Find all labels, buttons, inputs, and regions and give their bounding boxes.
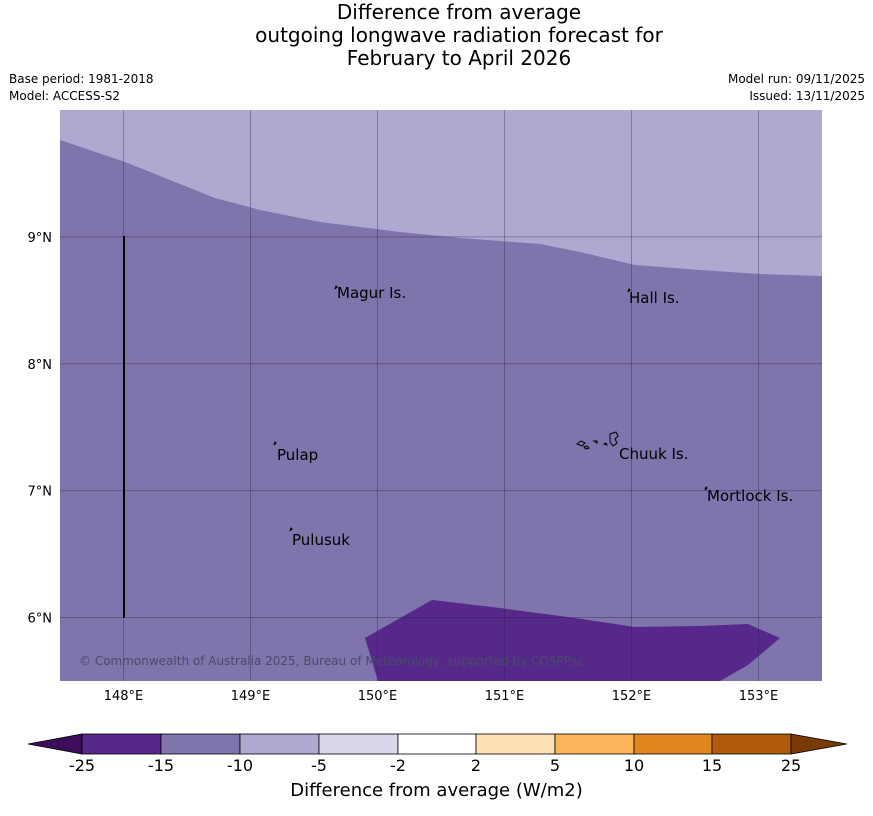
- island-icon: [334, 285, 338, 290]
- colorbar-label: Difference from average (W/m2): [290, 780, 583, 801]
- island-icon: [273, 441, 277, 446]
- band-minus15-minus10: [60, 140, 822, 681]
- colorbar-segment: [239, 733, 320, 755]
- colorbar-segment: [397, 733, 477, 755]
- places-layer: Magur Is. Hall Is. Pulap Chuuk Is. Mortlock …: [273, 284, 793, 549]
- model-name: Model: ACCESS-S2: [9, 89, 121, 103]
- lon-tick-label: 148°E: [104, 689, 144, 704]
- lat-tick-label: 8°N: [28, 358, 53, 373]
- island-icon: [704, 486, 708, 491]
- colorbar-extend-high: [790, 733, 848, 755]
- copyright-note: © Commonwealth of Australia 2025, Bureau…: [79, 654, 584, 668]
- lon-tick-label: 150°E: [358, 689, 398, 704]
- colorbar-tick-label: -10: [226, 756, 254, 775]
- colorbar: [27, 733, 848, 755]
- colorbar-tick-label: -25: [68, 756, 96, 775]
- colorbar-segment: [554, 733, 635, 755]
- colorbar-segment: [711, 733, 792, 755]
- colorbar-segment: [160, 733, 241, 755]
- colorbar-tick-label: 15: [701, 756, 723, 775]
- lat-tick-label: 7°N: [28, 485, 53, 500]
- lon-tick-label: 151°E: [485, 689, 525, 704]
- lat-tick-label: 9°N: [28, 231, 53, 246]
- lon-tick-label: 149°E: [231, 689, 271, 704]
- island-icon: [627, 288, 631, 293]
- colorbar-extend-low: [27, 733, 83, 755]
- place-label: Pulap: [277, 446, 318, 464]
- place-label: Magur Is.: [337, 284, 406, 302]
- colorbar-segment: [318, 733, 399, 755]
- colorbar-segment: [81, 733, 162, 755]
- colorbar-tick-label: 25: [780, 756, 802, 775]
- map-area: Magur Is. Hall Is. Pulap Chuuk Is. Mortlock …: [60, 110, 822, 681]
- colorbar-tick-label: -15: [147, 756, 175, 775]
- issued-date: Issued: 13/11/2025: [749, 89, 865, 103]
- colorbar-tick-label: -5: [311, 756, 327, 775]
- lat-tick-label: 6°N: [28, 612, 53, 627]
- colorbar-tick-label: 10: [623, 756, 645, 775]
- colorbar-tick-label: 2: [470, 756, 482, 775]
- island-icon: [289, 527, 293, 532]
- title-line-2: outgoing longwave radiation forecast for: [255, 23, 663, 47]
- lon-axis: 148°E 149°E 150°E 151°E 152°E 153°E: [104, 689, 779, 704]
- place-label: Chuuk Is.: [619, 445, 688, 463]
- chuuk-lagoon-icon: [575, 431, 619, 450]
- lat-axis: 9°N 8°N 7°N 6°N: [28, 231, 53, 627]
- colorbar-segment: [475, 733, 556, 755]
- title-line-1: Difference from average: [336, 0, 582, 24]
- lon-tick-label: 153°E: [739, 689, 779, 704]
- place-label: Hall Is.: [629, 289, 680, 307]
- place-label: Pulusuk: [292, 531, 350, 549]
- lon-tick-label: 152°E: [612, 689, 652, 704]
- base-period: Base period: 1981-2018: [9, 72, 154, 86]
- colorbar-segment: [633, 733, 713, 755]
- band-minus25-minus15: [365, 600, 780, 681]
- colorbar-tick-label: -2: [390, 756, 406, 775]
- place-label: Mortlock Is.: [707, 487, 793, 505]
- title-line-3: February to April 2026: [346, 46, 572, 70]
- model-run: Model run: 09/11/2025: [727, 72, 865, 86]
- colorbar-tick-label: 5: [549, 756, 561, 775]
